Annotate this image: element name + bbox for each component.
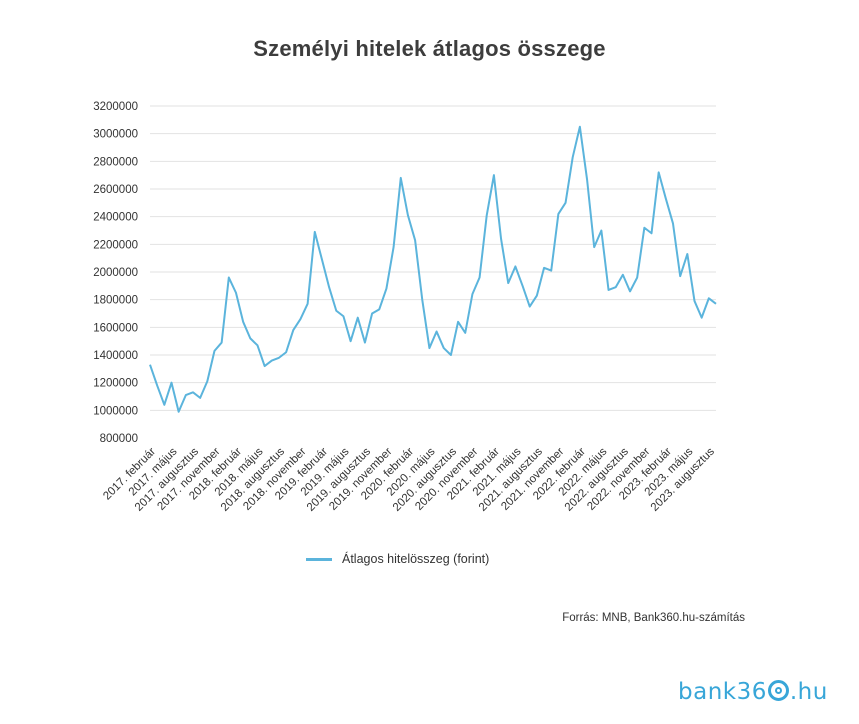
series-group <box>149 125 717 413</box>
y-tick-label: 1400000 <box>93 350 138 362</box>
source-note: Forrás: MNB, Bank360.hu-számítás <box>562 612 745 624</box>
y-tick-label: 2200000 <box>93 239 138 251</box>
y-tick-label: 1600000 <box>93 322 138 334</box>
y-tick-label: 2800000 <box>93 156 138 168</box>
y-tick-label: 3200000 <box>93 101 138 113</box>
logo-text-suffix: .hu <box>789 679 828 705</box>
legend: Átlagos hitelösszeg (forint) <box>306 552 489 566</box>
logo-ring-icon <box>767 680 789 701</box>
y-tick-label: 1200000 <box>93 378 138 390</box>
y-tick-label: 2000000 <box>93 267 138 279</box>
y-tick-label: 800000 <box>100 433 138 445</box>
y-tick-label: 2600000 <box>93 184 138 196</box>
y-tick-label: 1000000 <box>93 405 138 417</box>
legend-swatch <box>306 557 332 561</box>
legend-label: Átlagos hitelösszeg (forint) <box>342 552 490 566</box>
y-tick-label: 2400000 <box>93 212 138 224</box>
logo-text-prefix: bank36 <box>678 679 767 705</box>
y-tick-label: 1800000 <box>93 295 138 307</box>
y-tick-label: 3000000 <box>93 129 138 141</box>
gridlines <box>150 105 716 411</box>
chart-title: Személyi hitelek átlagos összege <box>253 36 606 61</box>
series-line-atlagos-hitelosszeg <box>149 125 717 413</box>
y-axis-tick-labels: 800000 1000000 1200000 1400000 1600000 180000… <box>93 101 138 445</box>
bank360-logo: bank36 .hu <box>678 679 828 705</box>
